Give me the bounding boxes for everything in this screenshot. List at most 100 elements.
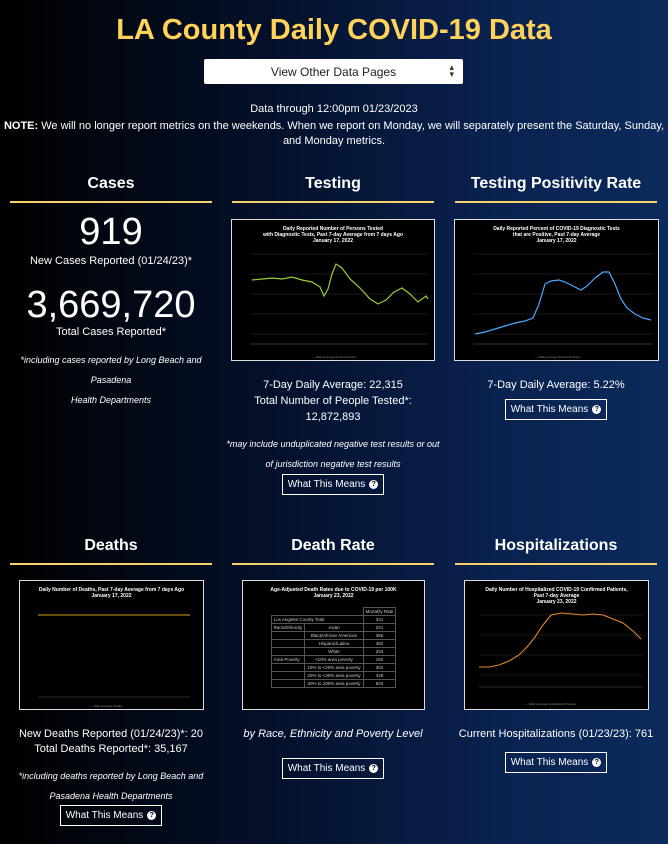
death-rate-subgroup: 20% to <30% area poverty xyxy=(304,671,364,680)
weekend-note: NOTE: We will no longer report metrics o… xyxy=(0,117,668,135)
deaths-chart-plot: — Daily Average Deaths xyxy=(38,614,190,708)
data-through: Data through 12:00pm 01/23/2023 xyxy=(250,103,418,115)
positivity-chart-title: Daily Reported Percent of COVID-19 Diagn… xyxy=(455,226,658,244)
death-rate-value: 221 xyxy=(362,623,397,632)
death-rate-row: 20% to <30% area poverty 429 xyxy=(270,671,397,680)
cases-footnote-line1: *including cases reported by Long Beach … xyxy=(20,355,202,385)
note-label: NOTE: xyxy=(3,120,39,132)
deaths-footnote-line2: Pasadena Health Departments xyxy=(49,791,173,801)
death-rate-value: 365 xyxy=(362,631,397,640)
death-rate-row: 30% to 100% area poverty 504 xyxy=(270,679,397,688)
hospitalizations-what-this-means-button[interactable]: What This Means ? xyxy=(504,752,608,773)
death-rate-row: Hispanic/Latino 482 xyxy=(270,639,397,648)
deaths-footnote: *including deaths reported by Long Beach… xyxy=(0,766,222,806)
death-rate-what-this-means-button[interactable]: What This Means ? xyxy=(281,758,385,779)
help-icon: ? xyxy=(369,764,379,773)
death-rate-subgroup: Black/African American xyxy=(304,631,364,640)
deaths-heading: Deaths xyxy=(84,537,138,554)
deaths-button-wrap: What This Means ? xyxy=(10,805,212,826)
death-rate-button-wrap: What This Means ? xyxy=(232,758,434,779)
deaths-button-label: What This Means xyxy=(65,810,144,821)
total-cases-label: Total Cases Reported* xyxy=(55,326,167,338)
testing-chart-title-1: Daily Reported Number of Persons Tested xyxy=(283,226,383,232)
data-pages-select[interactable]: View Other Data Pages ▴ ▾ xyxy=(204,59,463,84)
deaths-chart-title: Daily Number of Deaths, Past 7-day Avera… xyxy=(20,587,203,599)
death-rate-row: Los Angeles County Total 321 xyxy=(270,615,397,624)
death-rate-group xyxy=(270,679,306,688)
death-rate-row: White 204 xyxy=(270,647,397,656)
positivity-what-this-means-button[interactable]: What This Means ? xyxy=(504,399,608,420)
hospitalizations-button-label: What This Means xyxy=(510,757,589,768)
testing-rule xyxy=(232,201,434,203)
testing-what-this-means-button[interactable]: What This Means ? xyxy=(281,474,385,495)
positivity-chart-title-1: Daily Reported Percent of COVID-19 Diagn… xyxy=(493,226,620,232)
note-text: We will no longer report metrics on the … xyxy=(38,120,665,132)
death-rate-group: Los Angeles County Total xyxy=(270,615,364,624)
death-rate-row: Race/Ethnicity Asian 221 xyxy=(270,623,397,632)
death-rate-subgroup: <10% area poverty xyxy=(304,655,364,664)
testing-button-label: What This Means xyxy=(287,479,366,490)
testing-chart-title-2: with Diagnostic Tests, Past 7-day Averag… xyxy=(263,232,403,238)
testing-total-label: Total Number of People Tested*: xyxy=(254,395,412,407)
death-rate-value: 302 xyxy=(362,663,397,672)
hospitalizations-heading: Hospitalizations xyxy=(494,537,618,554)
positivity-chart-title-2: that are Positive, Past 7-day Average xyxy=(512,232,601,238)
deaths-new: New Deaths Reported (01/24/23)*: 20 xyxy=(18,728,204,740)
death-rate-subgroup: White xyxy=(304,647,364,656)
death-rate-group xyxy=(270,663,306,672)
death-rate-chart: Age-Adjusted Death Rates due to COVID-19… xyxy=(242,580,425,710)
deaths-chart: Daily Number of Deaths, Past 7-day Avera… xyxy=(19,580,204,710)
hospitalizations-button-wrap: What This Means ? xyxy=(455,752,657,773)
death-rate-rule xyxy=(232,563,434,565)
cases-footnote-line2: Health Departments xyxy=(70,395,152,405)
positivity-heading: Testing Positivity Rate xyxy=(470,175,642,192)
testing-chart-title-3: January 17, 2022 xyxy=(312,238,354,244)
testing-button-wrap: What This Means ? xyxy=(232,474,434,495)
death-rate-heading: Death Rate xyxy=(291,537,375,554)
cases-footnote: *including cases reported by Long Beach … xyxy=(0,350,222,410)
death-rate-chart-title-2: January 23, 2022 xyxy=(313,593,354,599)
positivity-chart-title-3: January 17, 2022 xyxy=(536,238,577,244)
hospitalizations-chart-title-1: Daily Number of Hospitalized COVID-19 Co… xyxy=(485,587,628,593)
positivity-legend: — Daily Average Percent Positive xyxy=(535,355,580,359)
hospitalizations-chart-title-2: Past 7-day Average xyxy=(533,593,580,599)
deaths-rule xyxy=(10,563,212,565)
death-rate-subgroup: 10% to <20% area poverty xyxy=(304,663,364,672)
deaths-footnote-line1: *including deaths reported by Long Beach… xyxy=(18,771,204,781)
death-rate-row: Black/African American 365 xyxy=(270,631,397,640)
deaths-chart-title-1: Daily Number of Deaths, Past 7-day Avera… xyxy=(38,587,185,593)
help-icon: ? xyxy=(369,480,379,489)
hospitalizations-chart-plot: — Daily Average Hospitalized Patients xyxy=(479,612,643,706)
positivity-chart-plot: — Daily Average Percent Positive xyxy=(473,253,653,359)
positivity-rule xyxy=(455,201,657,203)
testing-chart-plot: — Daily Average Persons Tested xyxy=(250,253,429,359)
death-rate-button-label: What This Means xyxy=(287,763,366,774)
death-rate-group xyxy=(270,671,306,680)
hospitalizations-legend: — Daily Average Hospitalized Patients xyxy=(525,702,577,706)
death-rate-chart-title: Age-Adjusted Death Rates due to COVID-19… xyxy=(243,587,424,599)
deaths-legend: — Daily Average Deaths xyxy=(90,704,123,708)
death-rate-value: 192 xyxy=(362,655,397,664)
cases-rule xyxy=(10,201,212,203)
positivity-button-label: What This Means xyxy=(510,404,589,415)
deaths-total: Total Deaths Reported*: 35,167 xyxy=(34,743,188,755)
weekend-note-2: and Monday metrics. xyxy=(282,135,386,147)
hospitalizations-current: Current Hospitalizations (01/23/23): 761 xyxy=(458,728,654,740)
testing-legend: — Daily Average Persons Tested xyxy=(312,355,356,359)
testing-heading: Testing xyxy=(305,175,361,192)
testing-footnote-line2: of jurisdiction negative test results xyxy=(265,459,401,469)
help-icon: ? xyxy=(592,758,602,767)
death-rate-caption: by Race, Ethnicity and Poverty Level xyxy=(243,728,423,740)
death-rate-table: Mortality Rate Los Angeles County Total 3… xyxy=(270,607,397,688)
death-rate-value: 204 xyxy=(362,647,397,656)
deaths-what-this-means-button[interactable]: What This Means ? xyxy=(59,805,163,826)
positivity-button-wrap: What This Means ? xyxy=(455,399,657,420)
hospitalizations-line xyxy=(479,612,642,668)
testing-footnote-line1: *may include unduplicated negative test … xyxy=(226,439,440,449)
new-cases-count: 919 xyxy=(79,211,143,253)
death-rate-table-wrap: Mortality Rate Los Angeles County Total 3… xyxy=(243,607,424,688)
testing-chart-title: Daily Reported Number of Persons Tested … xyxy=(232,226,434,244)
death-rate-row: 10% to <20% area poverty 302 xyxy=(270,663,397,672)
hospitalizations-chart-title-3: January 23, 2022 xyxy=(536,599,577,605)
deaths-chart-title-2: January 17, 2022 xyxy=(91,593,132,599)
